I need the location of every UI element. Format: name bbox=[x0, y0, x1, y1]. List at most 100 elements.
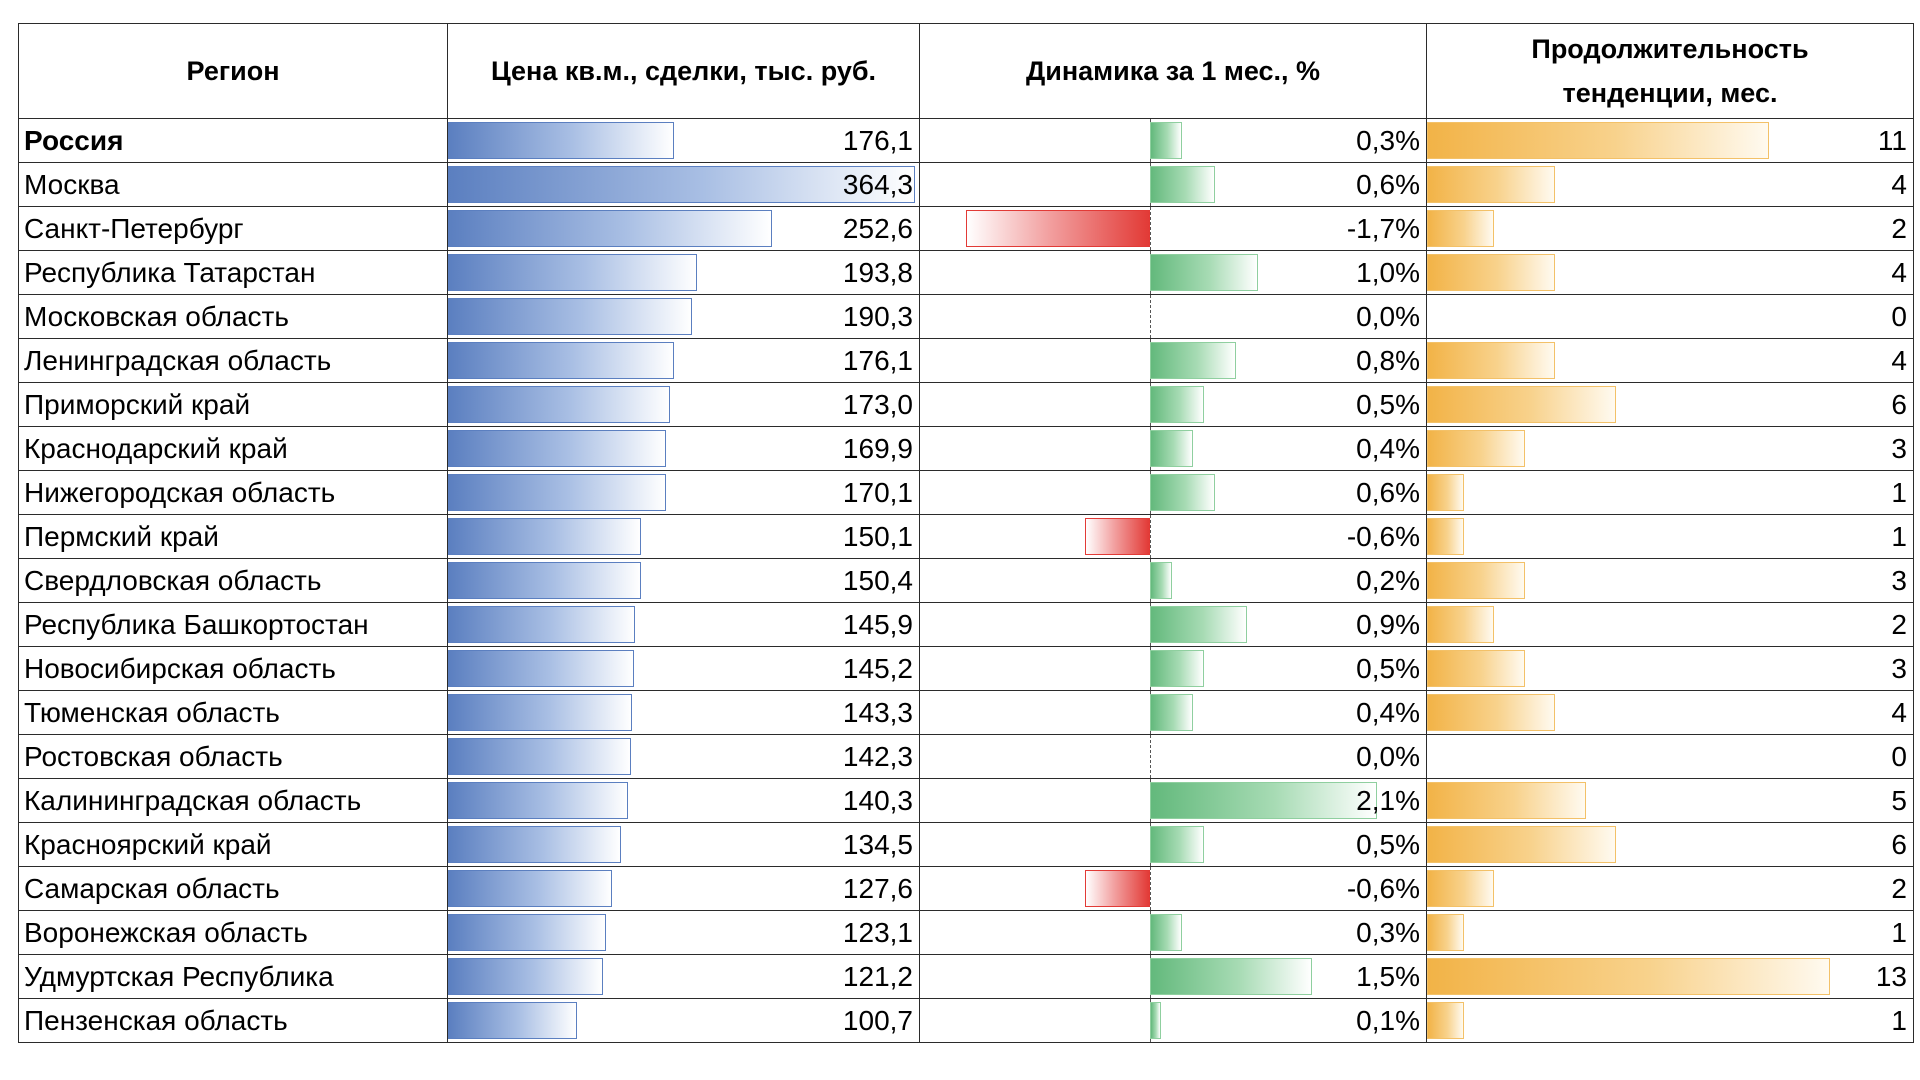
dynamics-positive-bar bbox=[1150, 826, 1204, 863]
price-cell: 252,6 bbox=[447, 206, 920, 251]
dynamics-cell: 0,4% bbox=[919, 690, 1427, 735]
duration-cell: 4 bbox=[1426, 162, 1914, 207]
duration-cell: 1 bbox=[1426, 998, 1914, 1043]
price-value-label: 143,3 bbox=[842, 696, 913, 728]
price-value-label: 176,1 bbox=[842, 124, 913, 156]
price-bar bbox=[448, 166, 915, 203]
duration-cell: 3 bbox=[1426, 558, 1914, 603]
dynamics-value-label: 0,5% bbox=[1356, 652, 1420, 684]
region-label: Краснодарский край bbox=[24, 432, 288, 464]
table-row: Санкт-Петербург 252,6 -1,7% 2 bbox=[18, 206, 1914, 251]
dynamics-value-label: 1,0% bbox=[1356, 256, 1420, 288]
price-value-label: 150,4 bbox=[842, 564, 913, 596]
duration-value-label: 11 bbox=[1877, 124, 1907, 156]
region-label: Московская область bbox=[24, 300, 289, 332]
price-cell: 176,1 bbox=[447, 338, 920, 383]
price-value-label: 364,3 bbox=[842, 168, 913, 200]
dynamics-cell: 2,1% bbox=[919, 778, 1427, 823]
price-value-label: 121,2 bbox=[842, 960, 913, 992]
dynamics-value-label: 0,2% bbox=[1356, 564, 1420, 596]
dynamics-positive-bar bbox=[1150, 342, 1236, 379]
price-bar bbox=[448, 298, 692, 335]
dynamics-zero-axis bbox=[1150, 207, 1151, 250]
dynamics-negative-bar bbox=[966, 210, 1150, 247]
header-price: Цена кв.м., сделки, тыс. руб. bbox=[447, 23, 920, 119]
price-bar bbox=[448, 254, 697, 291]
region-label: Воронежская область bbox=[24, 916, 308, 948]
region-cell: Краснодарский край bbox=[18, 426, 448, 471]
table-row: Россия 176,1 0,3% 11 bbox=[18, 118, 1914, 163]
price-value-label: 145,9 bbox=[842, 608, 913, 640]
region-label: Пермский край bbox=[24, 520, 219, 552]
dynamics-value-label: 0,0% bbox=[1356, 740, 1420, 772]
dynamics-positive-bar bbox=[1150, 166, 1215, 203]
duration-bar bbox=[1427, 430, 1525, 467]
duration-cell: 4 bbox=[1426, 338, 1914, 383]
price-bar bbox=[448, 562, 641, 599]
region-cell: Приморский край bbox=[18, 382, 448, 427]
region-cell: Удмуртская Республика bbox=[18, 954, 448, 999]
price-bar bbox=[448, 122, 674, 159]
duration-bar bbox=[1427, 694, 1555, 731]
dynamics-value-label: -0,6% bbox=[1346, 872, 1420, 904]
duration-bar bbox=[1427, 562, 1525, 599]
dynamics-zero-axis bbox=[1150, 735, 1151, 778]
dynamics-cell: 0,6% bbox=[919, 470, 1427, 515]
region-cell: Самарская область bbox=[18, 866, 448, 911]
table-row: Пензенская область 100,7 0,1% 1 bbox=[18, 998, 1914, 1043]
dynamics-value-label: 0,9% bbox=[1356, 608, 1420, 640]
header-row: Регион Цена кв.м., сделки, тыс. руб. Дин… bbox=[18, 23, 1914, 119]
price-bar bbox=[448, 782, 628, 819]
dynamics-positive-bar bbox=[1150, 958, 1312, 995]
dynamics-zero-axis bbox=[1150, 515, 1151, 558]
duration-value-label: 1 bbox=[1891, 916, 1907, 948]
duration-value-label: 13 bbox=[1875, 960, 1907, 992]
header-duration-label: Продолжительность тенденции, мес. bbox=[1531, 34, 1809, 108]
dynamics-value-label: 0,3% bbox=[1356, 124, 1420, 156]
region-cell: Новосибирская область bbox=[18, 646, 448, 691]
dynamics-zero-axis bbox=[1150, 867, 1151, 910]
region-label: Красноярский край bbox=[24, 828, 272, 860]
duration-value-label: 6 bbox=[1891, 828, 1907, 860]
price-cell: 150,1 bbox=[447, 514, 920, 559]
price-cell: 176,1 bbox=[447, 118, 920, 163]
price-bar bbox=[448, 694, 632, 731]
duration-cell: 11 bbox=[1426, 118, 1914, 163]
price-bar bbox=[448, 606, 635, 643]
price-cell: 134,5 bbox=[447, 822, 920, 867]
price-bar bbox=[448, 430, 666, 467]
duration-bar bbox=[1427, 518, 1464, 555]
duration-bar bbox=[1427, 254, 1555, 291]
price-bar bbox=[448, 826, 621, 863]
dynamics-value-label: -0,6% bbox=[1346, 520, 1420, 552]
price-cell: 123,1 bbox=[447, 910, 920, 955]
dynamics-value-label: 1,5% bbox=[1356, 960, 1420, 992]
duration-value-label: 1 bbox=[1891, 1004, 1907, 1036]
table-row: Краснодарский край 169,9 0,4% 3 bbox=[18, 426, 1914, 471]
price-cell: 193,8 bbox=[447, 250, 920, 295]
dynamics-cell: 0,3% bbox=[919, 118, 1427, 163]
header-region: Регион bbox=[18, 23, 448, 119]
price-bar bbox=[448, 1002, 577, 1039]
dynamics-value-label: 0,4% bbox=[1356, 696, 1420, 728]
duration-value-label: 4 bbox=[1891, 168, 1907, 200]
duration-value-label: 0 bbox=[1891, 740, 1907, 772]
price-bar bbox=[448, 210, 772, 247]
table-row: Пермский край 150,1 -0,6% 1 bbox=[18, 514, 1914, 559]
dynamics-cell: 0,6% bbox=[919, 162, 1427, 207]
price-bar bbox=[448, 870, 612, 907]
dynamics-value-label: 0,6% bbox=[1356, 476, 1420, 508]
dynamics-positive-bar bbox=[1150, 694, 1193, 731]
dynamics-cell: 0,5% bbox=[919, 382, 1427, 427]
region-label: Ленинградская область bbox=[24, 344, 332, 376]
region-cell: Ростовская область bbox=[18, 734, 448, 779]
region-cell: Россия bbox=[18, 118, 448, 163]
region-label: Ростовская область bbox=[24, 740, 283, 772]
price-value-label: 142,3 bbox=[842, 740, 913, 772]
duration-value-label: 2 bbox=[1891, 608, 1907, 640]
duration-value-label: 2 bbox=[1891, 872, 1907, 904]
price-value-label: 123,1 bbox=[842, 916, 913, 948]
price-bar bbox=[448, 914, 606, 951]
price-value-label: 100,7 bbox=[842, 1004, 913, 1036]
duration-bar bbox=[1427, 826, 1616, 863]
